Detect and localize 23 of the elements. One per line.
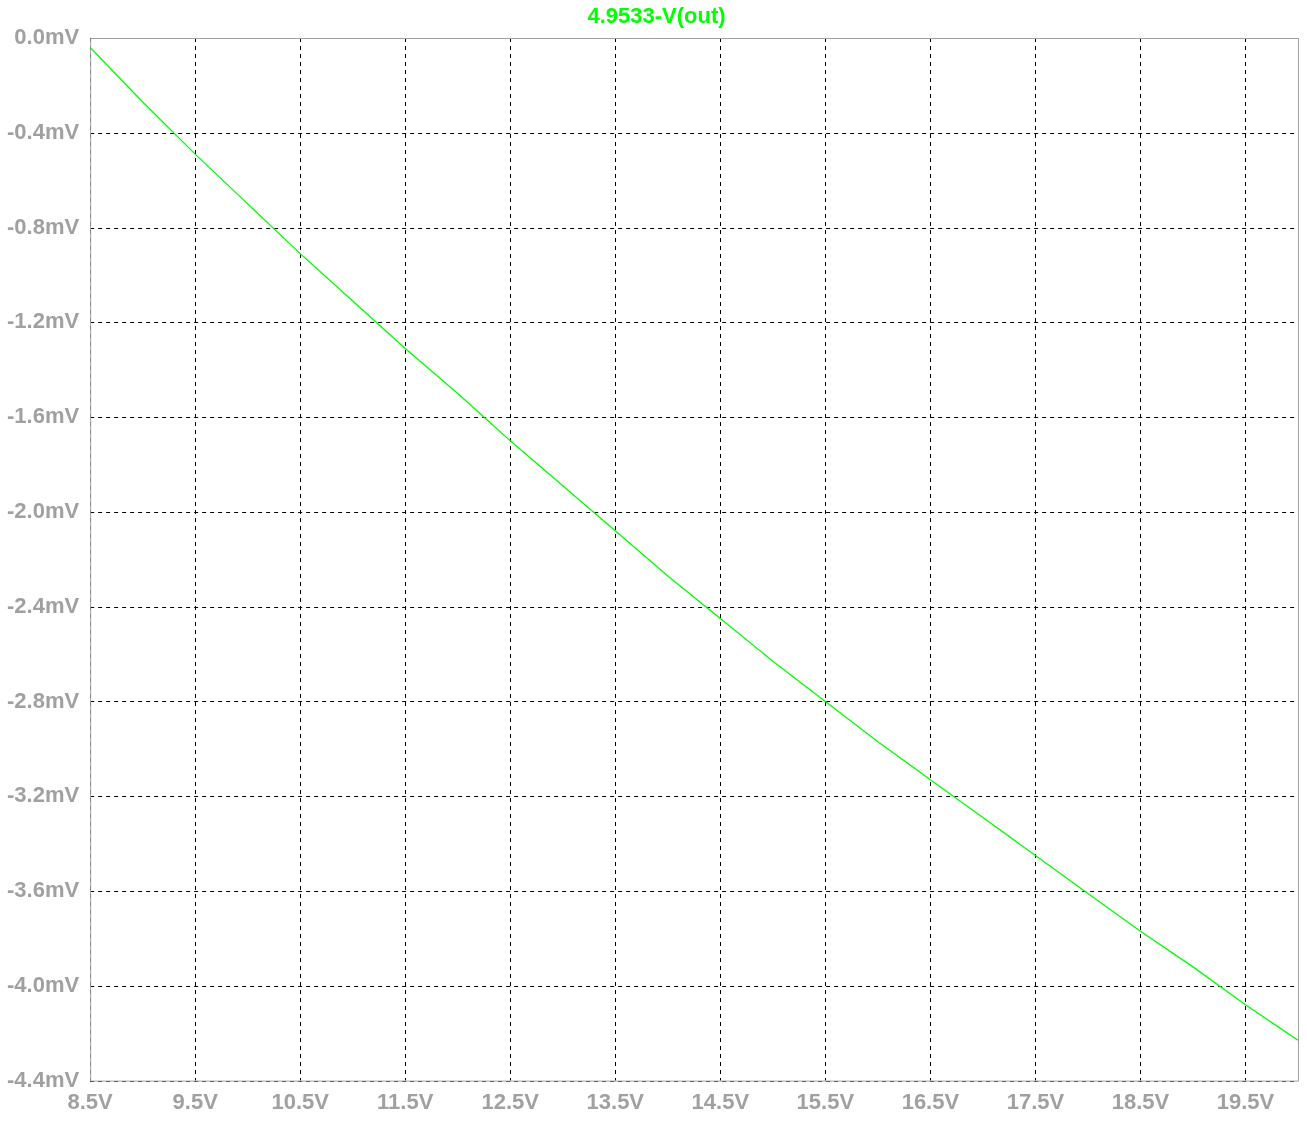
x-tick-label: 18.5V [1111,1088,1170,1114]
text: 4.9533-V(out) [587,3,726,29]
y-tick-label: -2.4mV [6,592,80,618]
y-tick-label: -4.0mV [6,971,80,997]
y-tick-label: -1.6mV [6,403,80,429]
x-tick-label: 14.5V [691,1088,750,1114]
y-tick-label: -3.6mV [6,877,80,903]
x-tick-label: 16.5V [901,1088,960,1114]
y-tick-label: -2.8mV [6,687,80,713]
y-tick-label: -0.8mV [6,213,80,239]
x-tick-label: 9.5V [172,1088,219,1114]
y-tick-label: 0.0mV [14,24,80,50]
x-tick-label: 10.5V [271,1088,330,1114]
x-tick-label: 15.5V [796,1088,855,1114]
x-tick-label: 19.5V [1216,1088,1275,1114]
y-tick-label: -3.2mV [6,782,80,808]
x-tick-label: 11.5V [377,1088,434,1114]
y-tick-label: -0.4mV [6,118,80,144]
x-tick-label: 12.5V [481,1088,540,1114]
x-tick-label: 13.5V [586,1088,645,1114]
y-tick-label: -2.0mV [6,497,80,523]
x-tick-label: 17.5V [1006,1088,1065,1114]
y-tick-label: -1.2mV [6,308,80,334]
